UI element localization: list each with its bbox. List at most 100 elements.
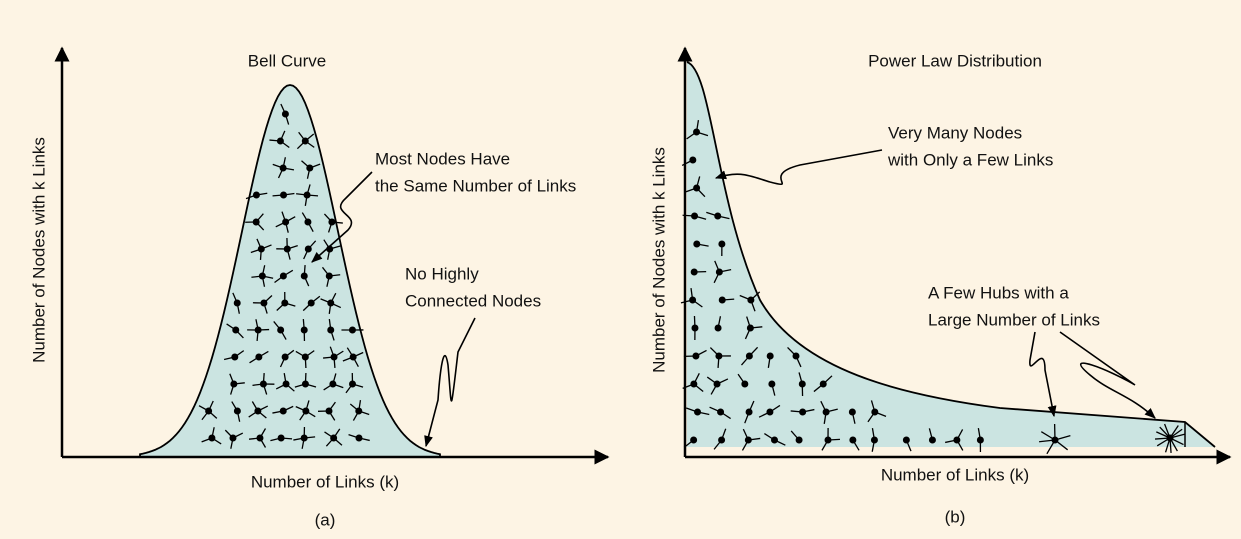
node	[691, 213, 698, 220]
node	[280, 408, 287, 415]
node	[849, 437, 856, 444]
node	[301, 273, 308, 280]
node	[326, 273, 333, 280]
node	[282, 111, 289, 118]
node	[255, 327, 262, 334]
node	[302, 381, 309, 388]
node	[281, 300, 288, 307]
node	[305, 246, 312, 253]
node	[277, 138, 284, 145]
node	[254, 408, 261, 415]
node	[260, 381, 267, 388]
node	[304, 219, 311, 226]
node	[253, 219, 260, 226]
node	[692, 353, 699, 360]
node	[328, 219, 335, 226]
node	[280, 273, 287, 280]
node	[232, 327, 239, 334]
node	[799, 409, 806, 416]
annotation: Most Nodes Have	[375, 149, 510, 168]
node	[690, 381, 697, 388]
node	[282, 354, 289, 361]
node	[691, 325, 698, 332]
node	[718, 241, 725, 248]
node	[258, 246, 265, 253]
node	[330, 435, 337, 442]
node	[355, 408, 362, 415]
node	[234, 408, 241, 415]
node	[229, 435, 236, 442]
x-label: Number of Links (k)	[251, 472, 399, 491]
node	[306, 165, 313, 172]
caption: (b)	[945, 507, 966, 526]
node	[746, 409, 753, 416]
node	[719, 297, 726, 304]
annotation: A Few Hubs with a	[928, 283, 1069, 302]
node	[714, 213, 721, 220]
x-label: Number of Links (k)	[881, 465, 1029, 484]
node	[350, 354, 357, 361]
node	[799, 381, 806, 388]
node	[823, 409, 830, 416]
node	[277, 327, 284, 334]
node	[283, 381, 290, 388]
node	[1167, 435, 1174, 442]
node	[284, 246, 291, 253]
node	[929, 437, 936, 444]
node	[302, 408, 309, 415]
node	[717, 409, 724, 416]
y-label: Number of Nodes with k Links	[29, 137, 48, 363]
node	[745, 437, 752, 444]
node	[205, 408, 212, 415]
node	[747, 297, 754, 304]
node	[302, 138, 309, 145]
node	[741, 381, 748, 388]
node	[747, 325, 754, 332]
node	[977, 437, 984, 444]
annotation: No Highly	[405, 264, 479, 283]
node	[278, 435, 285, 442]
annotation: Connected Nodes	[405, 291, 541, 310]
figure: Bell Curve Most Nodes Have the Same Numb…	[0, 0, 1241, 539]
node	[715, 325, 722, 332]
node	[1052, 437, 1059, 444]
node	[259, 273, 266, 280]
node	[693, 129, 700, 136]
node	[689, 297, 696, 304]
node	[767, 353, 774, 360]
title: Power Law Distribution	[868, 51, 1042, 70]
node	[849, 409, 856, 416]
node	[693, 185, 700, 192]
node	[689, 157, 696, 164]
y-label: Number of Nodes with k Links	[649, 147, 668, 373]
node	[331, 354, 338, 361]
node	[693, 241, 700, 248]
node	[716, 269, 723, 276]
node	[871, 409, 878, 416]
node	[771, 437, 778, 444]
annotation: with Only a Few Links	[887, 150, 1053, 169]
annotation: Very Many Nodes	[888, 123, 1022, 142]
node	[871, 437, 878, 444]
node	[230, 381, 237, 388]
node	[768, 381, 775, 388]
node	[234, 300, 241, 307]
node	[792, 353, 799, 360]
node	[953, 437, 960, 444]
node	[349, 381, 356, 388]
caption: (a)	[315, 510, 336, 529]
node	[690, 437, 697, 444]
node	[253, 192, 260, 199]
node	[325, 408, 332, 415]
node	[302, 354, 309, 361]
node	[349, 327, 356, 334]
node	[301, 435, 308, 442]
node	[903, 437, 910, 444]
title: Bell Curve	[248, 51, 326, 70]
node	[714, 381, 721, 388]
node	[256, 435, 263, 442]
node	[694, 409, 701, 416]
node	[766, 409, 773, 416]
node	[304, 192, 311, 199]
node	[796, 437, 803, 444]
